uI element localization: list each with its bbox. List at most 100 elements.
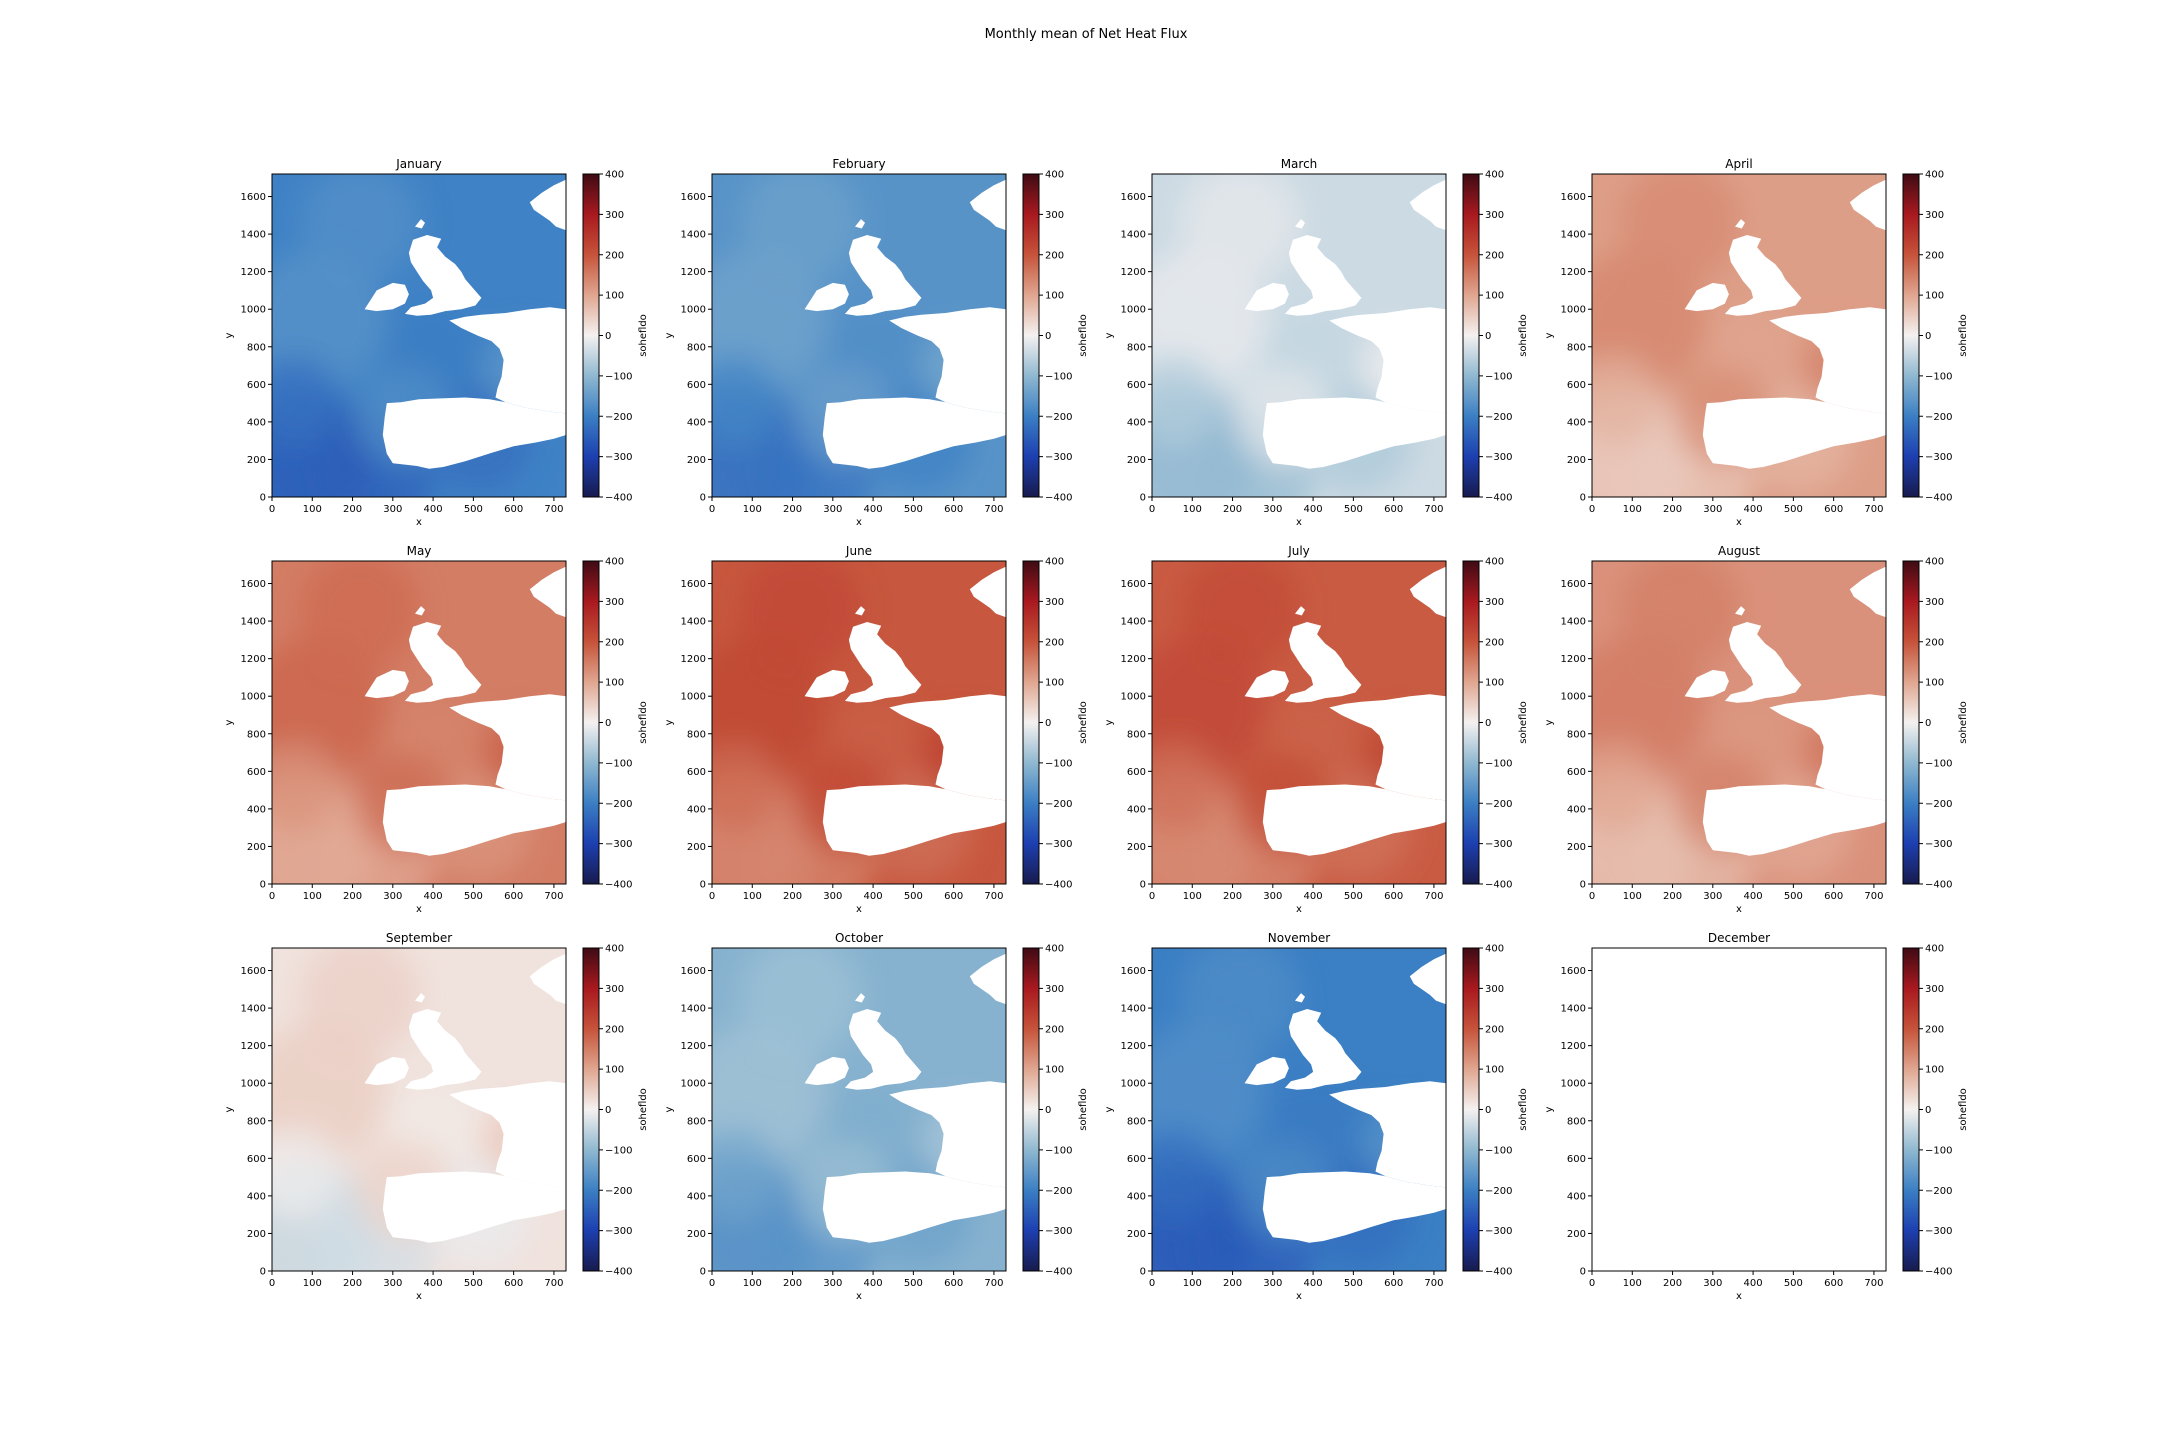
x-tick-label: 0 [1589, 1278, 1595, 1289]
y-tick-label: 1600 [1121, 192, 1146, 203]
y-tick-label: 1200 [1121, 267, 1146, 278]
y-tick-label: 1400 [681, 1004, 706, 1015]
x-tick-label: 700 [1424, 1278, 1443, 1289]
y-tick-label: 400 [1127, 804, 1146, 815]
y-tick-label: 200 [1567, 455, 1586, 466]
y-tick-label: 200 [247, 455, 266, 466]
colorbar [1902, 173, 1920, 498]
y-axis-label: y [224, 1106, 235, 1112]
heat-flux-field [272, 174, 566, 497]
x-tick-label: 500 [1784, 1278, 1803, 1289]
colorbar-tick-label: 400 [1045, 557, 1064, 568]
land-mask-france_europe [449, 307, 566, 414]
colorbar-tick-label: 200 [605, 637, 624, 648]
x-tick-label: 600 [1384, 1278, 1403, 1289]
x-tick-label: 200 [1663, 504, 1682, 515]
colorbar-label: sohefldo [1518, 1088, 1529, 1131]
y-tick-label: 1200 [681, 267, 706, 278]
colorbar-tick-label: 400 [605, 944, 624, 955]
colorbar-tick-label: 100 [1925, 1065, 1944, 1076]
x-tick-label: 100 [303, 1278, 322, 1289]
y-tick-label: 1200 [681, 654, 706, 665]
x-tick-label: 600 [1824, 1278, 1843, 1289]
colorbar-tick-label: −400 [1925, 1267, 1952, 1278]
land-mask-shetland [415, 993, 425, 1003]
y-tick-label: 600 [247, 1154, 266, 1165]
x-tick-label: 500 [1344, 891, 1363, 902]
x-tick-label: 100 [743, 1278, 762, 1289]
land-mask-britain [1724, 235, 1802, 316]
x-tick-label: 300 [1263, 504, 1282, 515]
x-tick-label: 300 [1703, 504, 1722, 515]
land-mask-iberia [822, 1171, 1006, 1243]
land-mask-britain [404, 235, 482, 316]
colorbar-tick-label: 100 [1925, 291, 1944, 302]
land-mask-france_europe [1329, 694, 1446, 801]
colorbar-tick-label: −300 [1925, 452, 1952, 463]
x-tick-label: 600 [944, 1278, 963, 1289]
land-mask-scandinavia [529, 179, 566, 231]
panel-april: April 0 100 200 300 400 500 600 700 x 0 200 400 600 80… [1544, 157, 1969, 528]
panel-title: August [1718, 544, 1760, 558]
land-mask-britain [404, 622, 482, 703]
x-tick-label: 300 [1263, 891, 1282, 902]
colorbar-tick-label: 300 [1925, 597, 1944, 608]
x-tick-label: 200 [1663, 891, 1682, 902]
land-mask-scandinavia [1409, 566, 1446, 618]
x-tick-label: 0 [269, 1278, 275, 1289]
y-tick-label: 1000 [1561, 305, 1586, 316]
panel-june: June 0 100 200 300 400 500 600 700 x 0 200 400 600 800… [664, 544, 1089, 915]
y-tick-label: 1200 [681, 1041, 706, 1052]
y-tick-label: 1000 [681, 692, 706, 703]
colorbar-tick-label: 100 [1045, 291, 1064, 302]
y-tick-label: 1600 [1121, 966, 1146, 977]
x-tick-label: 500 [464, 891, 483, 902]
y-tick-label: 600 [687, 767, 706, 778]
colorbar-tick-label: 300 [1485, 210, 1504, 221]
y-tick-label: 600 [1127, 767, 1146, 778]
x-tick-label: 400 [1304, 891, 1323, 902]
y-tick-label: 1400 [1561, 1004, 1586, 1015]
y-axis-label: y [224, 719, 235, 725]
x-tick-label: 300 [823, 504, 842, 515]
y-tick-label: 1200 [241, 1041, 266, 1052]
y-tick-label: 800 [247, 729, 266, 740]
colorbar-tick-label: 0 [1485, 718, 1491, 729]
x-tick-label: 600 [944, 891, 963, 902]
x-tick-label: 400 [864, 1278, 883, 1289]
colorbar-label: sohefldo [638, 1088, 649, 1131]
y-tick-label: 0 [260, 880, 266, 891]
axes-frame [271, 947, 567, 1272]
colorbar-tick-label: 200 [1485, 1024, 1504, 1035]
colorbar-tick-label: 200 [605, 1024, 624, 1035]
colorbar-tick-label: −400 [1485, 493, 1512, 504]
x-tick-label: 400 [864, 891, 883, 902]
x-tick-label: 0 [1149, 504, 1155, 515]
y-tick-label: 200 [687, 1229, 706, 1240]
colorbar-tick-label: 400 [1045, 170, 1064, 181]
land-mask-iberia [1702, 784, 1886, 856]
y-tick-label: 200 [247, 1229, 266, 1240]
panel-january: January 0 100 200 300 400 500 600 700 x 0 200 400 600… [224, 157, 649, 528]
panel-august: August 0 100 200 300 400 500 600 700 x 0 200 400 600 8… [1544, 544, 1969, 915]
x-axis-label: x [1296, 1291, 1302, 1302]
land-mask-france_europe [889, 694, 1006, 801]
y-tick-label: 1200 [1121, 654, 1146, 665]
y-tick-label: 600 [1567, 1154, 1586, 1165]
y-tick-label: 400 [1567, 417, 1586, 428]
y-tick-label: 600 [687, 380, 706, 391]
figure-title: Monthly mean of Net Heat Flux [985, 27, 1188, 42]
heat-flux-field [712, 561, 1006, 884]
land-mask-scandinavia [1849, 566, 1886, 618]
y-tick-label: 600 [1127, 380, 1146, 391]
panel-title: January [395, 157, 442, 171]
colorbar-tick-label: −100 [605, 371, 632, 382]
colorbar-tick-label: −400 [1485, 880, 1512, 891]
colorbar-tick-label: −300 [1045, 839, 1072, 850]
colorbar [582, 173, 600, 498]
x-tick-label: 700 [544, 1278, 563, 1289]
y-tick-label: 1400 [241, 230, 266, 241]
x-tick-label: 200 [343, 1278, 362, 1289]
land-mask-iberia [382, 397, 566, 469]
land-mask-shetland [415, 219, 425, 229]
